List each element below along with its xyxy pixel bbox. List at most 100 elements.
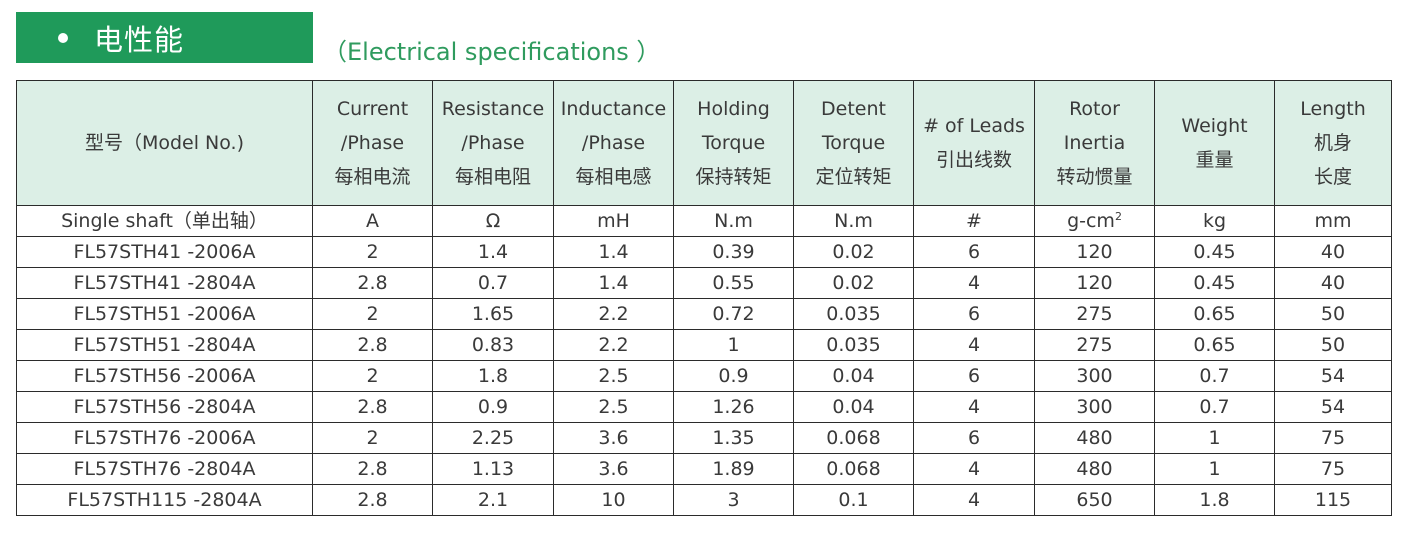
unit-cell: A xyxy=(312,205,433,237)
value-cell: 40 xyxy=(1274,236,1392,268)
value-cell: 480 xyxy=(1034,453,1155,485)
value-cell: 2.2 xyxy=(553,298,674,330)
model-cell: FL57STH51 -2804A xyxy=(16,329,313,361)
column-header-line: Inertia xyxy=(1063,132,1126,154)
value-cell: 0.035 xyxy=(793,329,914,361)
value-cell: 54 xyxy=(1274,391,1392,423)
value-cell: 0.7 xyxy=(1154,391,1275,423)
column-header-line: Torque xyxy=(701,132,766,154)
section-subtitle: （Electrical specifications ） xyxy=(323,38,661,66)
value-cell: 1.65 xyxy=(432,298,554,330)
column-header: 型号（Model No.) xyxy=(16,80,313,206)
value-cell: 300 xyxy=(1034,391,1155,423)
value-cell: 54 xyxy=(1274,360,1392,392)
model-cell: FL57STH56 -2006A xyxy=(16,360,313,392)
value-cell: 1.8 xyxy=(432,360,554,392)
value-cell: 50 xyxy=(1274,329,1392,361)
unit-cell: g-cm2 xyxy=(1034,205,1155,237)
value-cell: 2 xyxy=(312,298,433,330)
model-cell: FL57STH51 -2006A xyxy=(16,298,313,330)
column-header-line: Resistance xyxy=(441,98,545,120)
table-row: FL57STH115 -2804A 2.8 2.1 10 3 0.1 4 650 1.8 115 xyxy=(16,484,1392,516)
value-cell: 2 xyxy=(312,236,433,268)
model-cell: FL57STH41 -2804A xyxy=(16,267,313,299)
unit-cell: kg xyxy=(1154,205,1275,237)
column-header-line: Current xyxy=(336,98,409,120)
value-cell: 2.8 xyxy=(312,329,433,361)
value-cell: 75 xyxy=(1274,453,1392,485)
spec-table: 型号（Model No.) Current/Phase 每相电流 Resistance… xyxy=(16,80,1392,516)
unit-cell: N.m xyxy=(793,205,914,237)
unit-label: A xyxy=(366,210,379,232)
value-cell: 0.02 xyxy=(793,267,914,299)
column-header-line: 定位转矩 xyxy=(815,166,892,188)
column-header: Detent Torque 定位转矩 xyxy=(793,80,914,206)
value-cell: 0.65 xyxy=(1154,298,1275,330)
column-header-line: /Phase xyxy=(461,132,525,154)
value-cell: 300 xyxy=(1034,360,1155,392)
value-cell: 0.39 xyxy=(673,236,794,268)
table-row: FL57STH51 -2804A 2.8 0.83 2.2 1 0.035 4 275 0.65… xyxy=(16,329,1392,361)
value-cell: 2.1 xyxy=(432,484,554,516)
table-row: FL57STH56 -2006A 2 1.8 2.5 0.9 0.04 6 300 0.7 54 xyxy=(16,360,1392,392)
value-cell: 0.7 xyxy=(432,267,554,299)
model-cell: FL57STH76 -2006A xyxy=(16,422,313,454)
column-header-line: Torque xyxy=(821,132,886,154)
value-cell: 1 xyxy=(1154,422,1275,454)
column-header-line: 转动惯量 xyxy=(1056,166,1133,188)
column-header-line: /Phase xyxy=(581,132,646,154)
value-cell: 2.5 xyxy=(553,391,674,423)
column-header: Holding Torque 保持转矩 xyxy=(673,80,794,206)
value-cell: 2.25 xyxy=(432,422,554,454)
value-cell: 0.068 xyxy=(793,453,914,485)
value-cell: 2.8 xyxy=(312,267,433,299)
value-cell: 1.35 xyxy=(673,422,794,454)
model-cell: FL57STH41 -2006A xyxy=(16,236,313,268)
unit-superscript: 2 xyxy=(1114,210,1122,223)
column-header-line: 机身 xyxy=(1313,132,1352,154)
unit-label: N.m xyxy=(714,210,753,232)
value-cell: 2.8 xyxy=(312,391,433,423)
column-header-line: Rotor xyxy=(1069,98,1120,120)
value-cell: 120 xyxy=(1034,236,1155,268)
value-cell: 6 xyxy=(913,298,1035,330)
column-header: Resistance/Phase 每相电阻 xyxy=(432,80,554,206)
value-cell: 650 xyxy=(1034,484,1155,516)
unit-label: # xyxy=(966,210,982,232)
value-cell: 1.4 xyxy=(553,236,674,268)
value-cell: 1.8 xyxy=(1154,484,1275,516)
table-row: FL57STH41 -2804A 2.8 0.7 1.4 0.55 0.02 4 120 0.4… xyxy=(16,267,1392,299)
section-title: 电性能 xyxy=(94,22,185,57)
value-cell: 0.45 xyxy=(1154,267,1275,299)
column-header-line: 长度 xyxy=(1313,166,1352,188)
value-cell: 0.02 xyxy=(793,236,914,268)
column-header-line: 每相电感 xyxy=(575,166,652,188)
value-cell: 2.8 xyxy=(312,453,433,485)
header-row: 型号（Model No.) Current/Phase 每相电流 Resistance… xyxy=(16,80,1392,206)
value-cell: 2 xyxy=(312,422,433,454)
value-cell: 0.9 xyxy=(432,391,554,423)
unit-label: mH xyxy=(597,210,630,232)
table-header: 型号（Model No.) Current/Phase 每相电流 Resistance… xyxy=(16,80,1392,206)
value-cell: 120 xyxy=(1034,267,1155,299)
value-cell: 0.068 xyxy=(793,422,914,454)
unit-cell: Ω xyxy=(432,205,554,237)
table-row: FL57STH56 -2804A 2.8 0.9 2.5 1.26 0.04 4 300 0.7… xyxy=(16,391,1392,423)
value-cell: 50 xyxy=(1274,298,1392,330)
value-cell: 0.04 xyxy=(793,360,914,392)
unit-cell: Single shaft（单出轴） xyxy=(16,205,313,237)
section-title-box: 电性能 xyxy=(16,12,313,63)
unit-cell: mH xyxy=(553,205,674,237)
column-header-line: 每相电流 xyxy=(334,166,411,188)
table-row: FL57STH76 -2804A 2.8 1.13 3.6 1.89 0.068 4 480 1… xyxy=(16,453,1392,485)
value-cell: 1.4 xyxy=(432,236,554,268)
bullet-icon xyxy=(58,32,68,43)
table-row: FL57STH51 -2006A 2 1.65 2.2 0.72 0.035 6 275 0.6… xyxy=(16,298,1392,330)
value-cell: 0.83 xyxy=(432,329,554,361)
value-cell: 2.2 xyxy=(553,329,674,361)
value-cell: 2 xyxy=(312,360,433,392)
value-cell: 275 xyxy=(1034,298,1155,330)
value-cell: 0.7 xyxy=(1154,360,1275,392)
